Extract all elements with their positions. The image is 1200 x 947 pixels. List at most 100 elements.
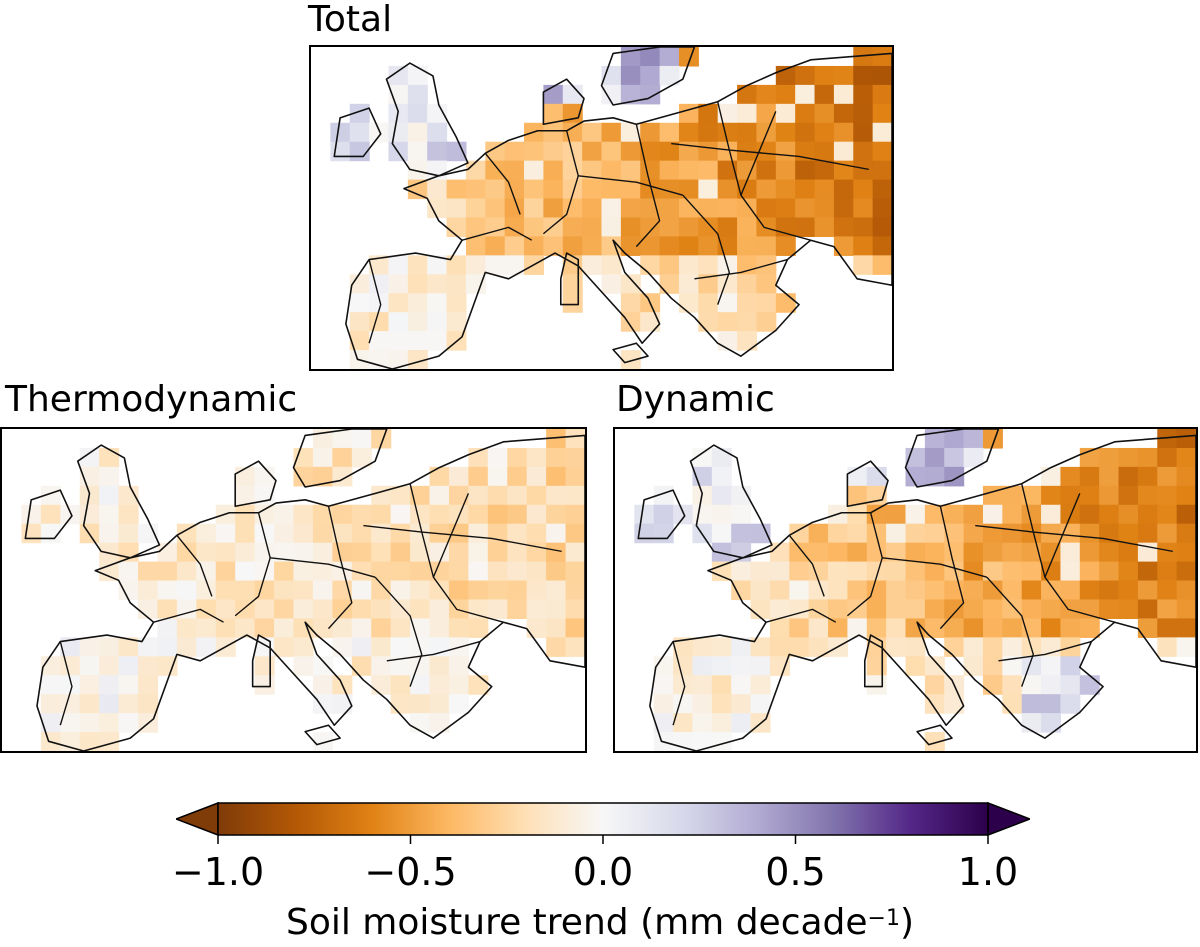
country-border [635, 124, 661, 248]
trend-cell [1060, 656, 1081, 676]
trend-cell [485, 141, 506, 162]
trend-cell [692, 675, 713, 695]
trend-cell [775, 84, 796, 105]
trend-cell [543, 217, 564, 238]
trend-cell [601, 84, 622, 105]
trend-cell [565, 447, 585, 468]
trend-cell [711, 713, 732, 733]
trend-cell [789, 523, 810, 544]
trend-cell [485, 217, 506, 238]
trend-cell [601, 122, 622, 143]
trend-cell [118, 523, 139, 544]
trend-cell [215, 523, 236, 544]
trend-cell [330, 141, 351, 162]
trend-cell [1079, 675, 1100, 695]
trend-cell [390, 580, 411, 601]
trend-cell [468, 523, 489, 544]
country-border [363, 524, 562, 553]
trend-cell [40, 485, 61, 506]
trend-cell [448, 694, 469, 714]
trend-cell [60, 637, 81, 657]
trend-cell [866, 675, 887, 695]
trend-cell [717, 293, 738, 313]
trend-cell [808, 580, 829, 601]
trend-cell [526, 485, 547, 506]
trend-cell [349, 122, 370, 143]
trend-cell [526, 523, 547, 544]
trend-cell [312, 732, 333, 751]
trend-cell [698, 122, 719, 143]
trend-cell [886, 618, 907, 638]
trend-grid-total [330, 47, 892, 369]
trend-cell [1118, 561, 1139, 582]
trend-cell [814, 141, 835, 162]
trend-cell [176, 599, 197, 620]
trend-cell [388, 350, 409, 369]
trend-cell [814, 122, 835, 143]
trend-cell [814, 84, 835, 105]
trend-cell [711, 504, 732, 525]
trend-cell [711, 447, 732, 468]
trend-cell [1137, 580, 1158, 601]
trend-cell [562, 293, 583, 313]
trend-cell [565, 637, 585, 657]
trend-cell [944, 618, 965, 638]
trend-cell [737, 293, 758, 313]
trend-cell [1176, 429, 1196, 449]
trend-cell [808, 599, 829, 620]
trend-cell [1041, 599, 1062, 620]
trend-cell [1079, 580, 1100, 601]
trend-cell [717, 141, 738, 162]
trend-cell [79, 713, 100, 733]
trend-cell [485, 255, 506, 275]
trend-cell [634, 504, 655, 525]
trend-cell [698, 274, 719, 294]
trend-cell [485, 198, 506, 219]
trend-cell [924, 618, 945, 638]
trend-cell [963, 656, 984, 676]
trend-cell [1041, 656, 1062, 676]
trend-cell [468, 618, 489, 638]
trend-cell [371, 429, 392, 449]
trend-cell [507, 542, 528, 563]
trend-cell [332, 542, 353, 563]
trend-cell [866, 542, 887, 563]
trend-cell [487, 485, 508, 506]
trend-cell [673, 504, 694, 525]
trend-cell [524, 160, 544, 181]
trend-cell [371, 542, 392, 563]
trend-cell [312, 561, 333, 582]
trend-cell [526, 466, 547, 487]
trend-cell [465, 274, 486, 294]
trend-cell [1137, 447, 1158, 468]
trend-cell [620, 217, 641, 238]
trend-cell [293, 504, 314, 525]
trend-cell [872, 65, 892, 86]
trend-cell [410, 523, 431, 544]
trend-cell [737, 198, 758, 219]
trend-cell [274, 504, 295, 525]
trend-cell [468, 504, 489, 525]
trend-cell [905, 504, 926, 525]
trend-cell [924, 694, 945, 714]
trend-cell [982, 504, 1003, 525]
trend-cell [678, 236, 699, 256]
trend-cell [138, 637, 159, 657]
trend-cell [1002, 523, 1023, 544]
trend-cell [1041, 466, 1062, 487]
trend-cell [731, 504, 752, 525]
trend-cell [828, 523, 848, 544]
trend-cell [504, 236, 525, 256]
trend-cell [157, 637, 178, 657]
trend-cell [371, 599, 392, 620]
colorbar-extend-low [173, 801, 219, 837]
trend-cell [711, 523, 732, 544]
trend-cell [924, 523, 945, 544]
trend-cell [698, 198, 719, 219]
trend-cell [274, 580, 295, 601]
trend-cell [1099, 561, 1120, 582]
coastline [649, 434, 1196, 751]
country-border [1044, 493, 1081, 578]
trend-cell [565, 466, 585, 487]
trend-cell [833, 217, 854, 238]
